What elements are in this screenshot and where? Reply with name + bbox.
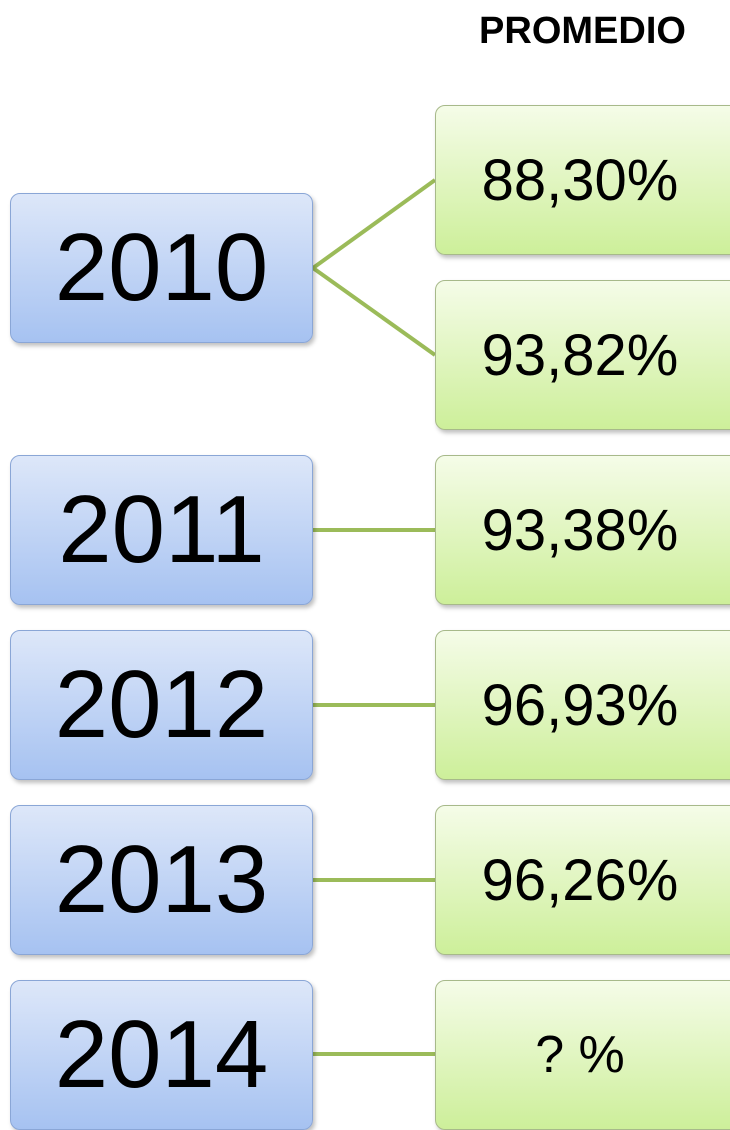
year-node: 2011 <box>10 455 313 605</box>
year-node: 2014 <box>10 980 313 1130</box>
year-node: 2010 <box>10 193 313 343</box>
year-node: 2012 <box>10 630 313 780</box>
header-title: PROMEDIO <box>479 10 686 52</box>
value-node: 88,30% <box>435 105 730 255</box>
value-node: 96,26% <box>435 805 730 955</box>
value-node: 93,38% <box>435 455 730 605</box>
value-node: ? % <box>435 980 730 1130</box>
value-node: 96,93% <box>435 630 730 780</box>
connector <box>311 266 437 357</box>
year-node: 2013 <box>10 805 313 955</box>
value-node: 93,82% <box>435 280 730 430</box>
connector <box>311 178 437 270</box>
